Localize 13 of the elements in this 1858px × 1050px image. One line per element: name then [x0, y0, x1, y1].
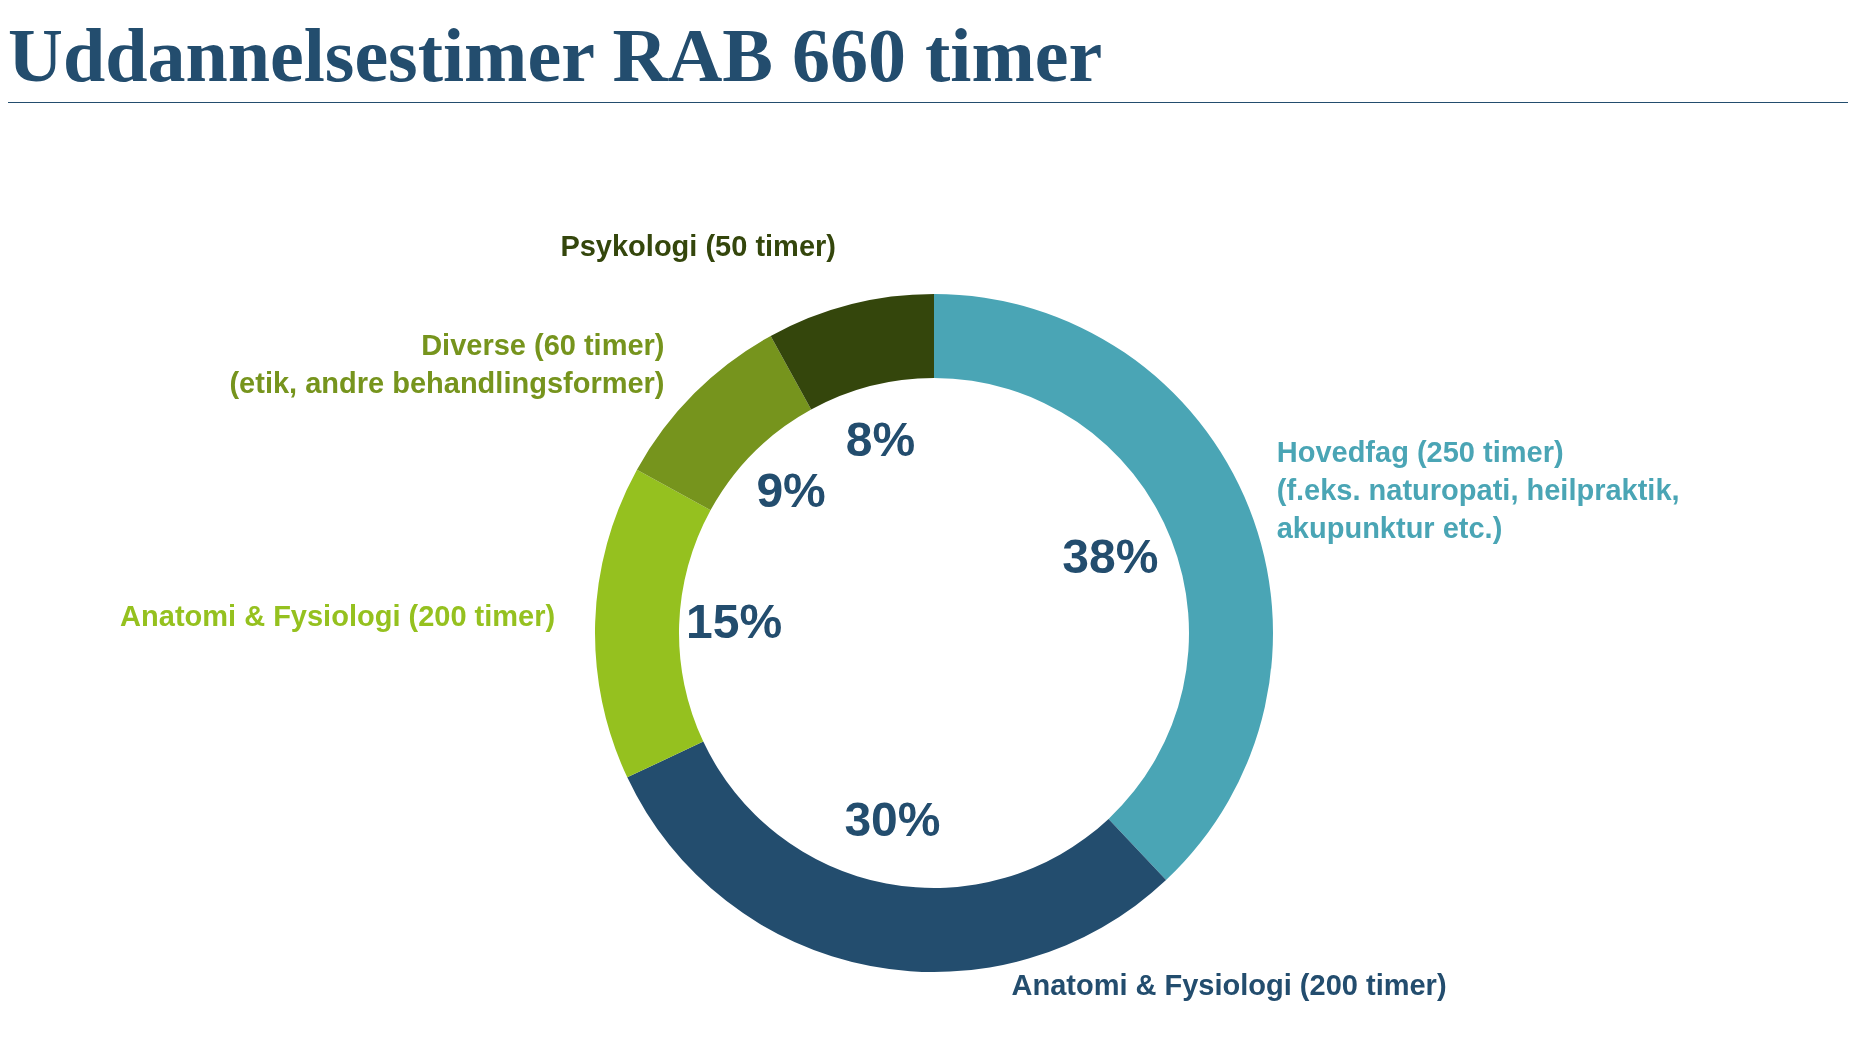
data-label: 9%: [756, 463, 826, 517]
slice-label: Anatomi & Fysiologi (200 timer): [120, 600, 556, 633]
slice-label: Hovedfag (250 timer) (f.eks. naturopati, heilpraktik, akupunktur etc.): [1276, 436, 1680, 545]
data-label: 38%: [1062, 529, 1159, 583]
slice-label: Psykologi (50 timer): [560, 229, 836, 262]
data-label: 15%: [686, 595, 783, 649]
donut-slice: [627, 741, 1167, 972]
chart-title: Uddannelsestimer RAB 660 timer: [8, 8, 1848, 103]
donut-slice: [770, 294, 934, 410]
data-label: 30%: [844, 793, 941, 847]
data-label: 8%: [845, 412, 916, 466]
slice-label: Anatomi & Fysiologi (200 timer): [1011, 969, 1447, 1002]
slice-label: Diverse (60 timer) (etik, andre behandlingsformer): [229, 328, 665, 399]
